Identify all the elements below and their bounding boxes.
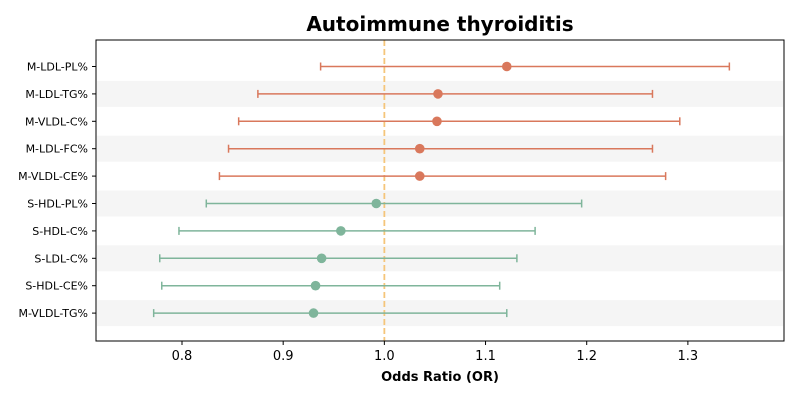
- x-tick-label: 0.9: [273, 349, 294, 364]
- ci-row-m-vldl-ce-: [218, 171, 667, 181]
- y-label: S-HDL-CE%: [25, 280, 88, 293]
- point-estimate: [371, 198, 382, 209]
- estimate-marks: [152, 61, 731, 318]
- x-axis-label: Odds Ratio (OR): [381, 370, 499, 385]
- point-estimate: [310, 280, 321, 291]
- ci-row-s-hdl-pl-: [205, 198, 583, 209]
- ci-row-m-ldl-pl-: [319, 61, 731, 72]
- point-estimate: [432, 116, 442, 127]
- ci-row-m-ldl-fc-: [227, 143, 654, 154]
- y-label: M-LDL-TG%: [25, 88, 88, 101]
- ci-row-s-ldl-c-: [158, 253, 518, 264]
- x-tick-label: 1.0: [374, 349, 395, 364]
- point-estimate: [501, 61, 512, 72]
- x-tick-label: 1.3: [678, 349, 699, 364]
- point-estimate: [316, 253, 327, 264]
- x-tick-label: 0.8: [172, 349, 193, 364]
- ci-row-m-vldl-c-: [237, 116, 681, 127]
- point-estimate: [433, 89, 443, 99]
- y-label: M-LDL-PL%: [27, 61, 88, 74]
- point-estimate: [308, 308, 319, 318]
- x-tick-label: 1.1: [475, 349, 496, 364]
- y-label: M-VLDL-CE%: [18, 170, 88, 183]
- x-axis-ticks: 0.8 0.9 1.0 1.1 1.2 1.3: [172, 341, 699, 364]
- y-label: M-VLDL-C%: [25, 115, 88, 128]
- ci-row-m-vldl-tg-: [152, 308, 508, 318]
- y-label: S-HDL-C%: [32, 225, 88, 238]
- plot-frame: [95, 39, 785, 342]
- ci-row-s-hdl-ce-: [161, 280, 501, 291]
- point-estimate: [414, 171, 425, 181]
- y-label: M-VLDL-TG%: [18, 307, 88, 320]
- ci-row-m-ldl-tg-: [257, 89, 654, 99]
- point-estimate: [336, 226, 346, 236]
- y-label: M-LDL-FC%: [26, 143, 88, 156]
- point-estimate: [414, 143, 425, 154]
- y-label: S-LDL-C%: [34, 252, 88, 265]
- x-tick-label: 1.2: [576, 349, 597, 364]
- y-label: S-HDL-PL%: [27, 198, 88, 211]
- y-axis-labels: M-LDL-PL% M-LDL-TG% M-VLDL-C% M-LDL-FC% M-VL…: [18, 61, 96, 320]
- ci-row-s-hdl-c-: [178, 226, 536, 236]
- chart-title: Autoimmune thyroiditis: [306, 12, 573, 36]
